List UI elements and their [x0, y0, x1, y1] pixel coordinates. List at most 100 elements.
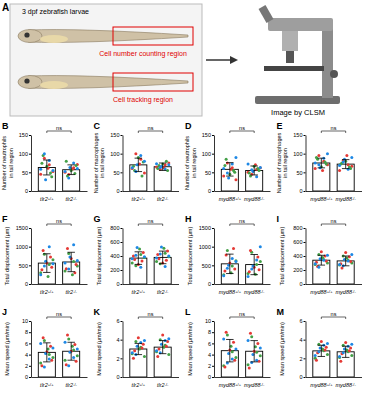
data-point — [222, 167, 225, 170]
panel-f: F050010001500tlr2+/+tlr2-/-Total displac… — [2, 214, 88, 295]
error-bar-cap — [250, 361, 257, 362]
y-tick: 4 — [208, 352, 214, 358]
data-point — [155, 257, 158, 260]
data-point — [231, 265, 234, 268]
data-point — [142, 251, 145, 254]
error-bar-cap — [159, 163, 166, 164]
y-tick-label: 4 — [116, 337, 119, 343]
error-bar — [135, 343, 142, 354]
significance-label: ns — [239, 125, 245, 131]
data-point — [225, 331, 228, 334]
y-tick-label: 0 — [208, 188, 211, 194]
y-tick: 8 — [25, 329, 31, 335]
y-tick-label: 2 — [299, 356, 302, 362]
data-point — [247, 363, 250, 366]
data-point — [67, 268, 70, 271]
error-bar-stem — [71, 165, 72, 175]
y-tick: 100 — [110, 151, 122, 157]
x-tick-label: myd88+/+ — [219, 196, 242, 202]
y-tick-mark — [29, 154, 31, 155]
y-tick-mark — [304, 191, 306, 192]
error-bar-cap — [159, 263, 166, 264]
error-bar — [43, 343, 50, 362]
data-point — [72, 243, 75, 246]
y-tick-mark — [304, 172, 306, 173]
y-axis-title: Total displacement (μm) — [187, 227, 193, 286]
data-point — [317, 163, 320, 166]
error-bar-stem — [254, 255, 255, 275]
x-tick: tlr2+/+ — [132, 382, 146, 388]
y-axis-title: in tail region — [191, 148, 197, 178]
data-point — [231, 257, 234, 260]
y-tick: 150 — [19, 132, 31, 138]
x-axis: tlr2+/+tlr2-/- — [32, 378, 88, 388]
y-tick-label: 0 — [116, 281, 119, 287]
data-point — [250, 361, 253, 364]
x-axis-line — [32, 191, 88, 192]
x-tick-label: tlr2+/+ — [40, 289, 54, 295]
y-axis-title: Number of neutrophils — [184, 136, 190, 190]
data-point — [349, 347, 352, 350]
y-axis-line — [306, 136, 307, 192]
data-point — [48, 358, 51, 361]
fish-yolk — [40, 81, 68, 89]
data-point — [222, 337, 225, 340]
y-tick-mark — [121, 228, 123, 229]
significance-bracket — [321, 317, 345, 319]
y-tick-label: 0 — [299, 281, 302, 287]
y-tick: 4 — [299, 337, 305, 343]
x-tick: myd88+/+ — [310, 289, 333, 295]
error-bar-cap — [135, 354, 142, 355]
data-point — [338, 356, 341, 359]
y-tick-mark — [304, 377, 306, 378]
data-point — [66, 247, 69, 250]
data-point — [249, 249, 252, 252]
y-tick-label: 0 — [208, 374, 211, 380]
y-axis-title: Number of neutrophils — [1, 136, 7, 190]
significance-bracket — [230, 317, 254, 319]
data-point — [159, 166, 162, 169]
error-bar-stem — [162, 251, 163, 264]
fish-eye — [24, 32, 29, 37]
y-tick: 400 — [110, 253, 122, 259]
y-tick-label: 6 — [25, 341, 28, 347]
y-tick-label: 1000 — [199, 244, 211, 250]
y-tick-label: 150 — [202, 132, 211, 138]
panel-i: I0200400600800myd88+/+myd88-/-Total disp… — [277, 214, 363, 295]
data-point — [234, 259, 237, 262]
x-tick-label: tlr2+/+ — [132, 382, 146, 388]
y-tick-mark — [121, 284, 123, 285]
significance-label: ns — [148, 125, 154, 131]
y-tick-mark — [212, 265, 214, 266]
scope-head — [268, 18, 333, 31]
data-point — [247, 275, 250, 278]
data-point — [167, 163, 170, 166]
data-point — [72, 162, 75, 165]
data-point — [255, 359, 258, 362]
plot-area — [38, 243, 79, 284]
significance-bracket — [321, 131, 345, 133]
y-tick-mark — [212, 321, 214, 322]
data-point — [72, 356, 75, 359]
y-tick: 2 — [208, 363, 214, 369]
data-point — [143, 256, 146, 259]
data-point — [165, 160, 168, 163]
y-tick-mark — [121, 172, 123, 173]
y-tick-label: 500 — [202, 263, 211, 269]
x-axis: myd88+/+myd88-/- — [306, 378, 362, 388]
plot-area — [130, 334, 171, 378]
error-bar-stem — [229, 254, 230, 273]
data-point — [141, 347, 144, 350]
y-tick: 50 — [296, 170, 305, 176]
data-point — [40, 268, 43, 271]
x-axis: tlr2+/+tlr2-/- — [123, 192, 179, 202]
y-tick: 150 — [110, 132, 122, 138]
y-axis-title: in tail region — [8, 148, 14, 178]
data-point — [247, 339, 250, 342]
zebrafish: Cell tracking region — [18, 73, 193, 104]
x-axis: tlr2+/+tlr2-/- — [123, 285, 179, 295]
y-tick-label: 2 — [208, 363, 211, 369]
y-axis: 0246 — [299, 318, 306, 380]
y-tick: 100 — [202, 151, 214, 157]
data-point — [225, 158, 228, 161]
